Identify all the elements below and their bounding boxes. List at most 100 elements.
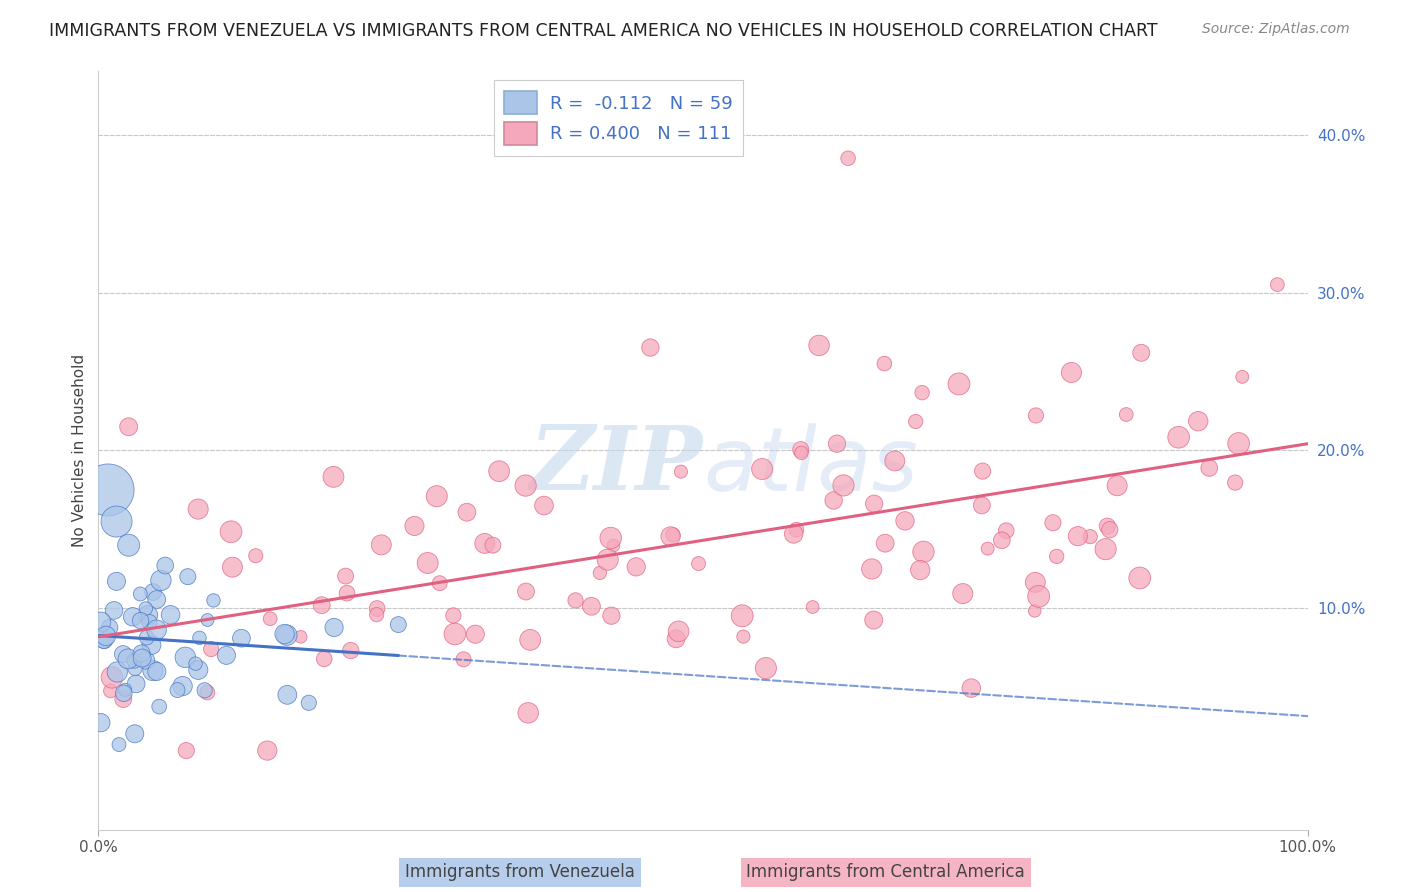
- Point: [1025, 409, 1047, 423]
- Point: [335, 569, 357, 583]
- Point: [1167, 430, 1189, 444]
- Point: [111, 647, 134, 661]
- Point: [908, 563, 931, 577]
- Point: [564, 593, 586, 607]
- Point: [1232, 369, 1254, 384]
- Point: [912, 545, 935, 559]
- Point: [1078, 530, 1101, 544]
- Point: [599, 531, 621, 545]
- Point: [231, 631, 253, 645]
- Point: [823, 493, 845, 508]
- Y-axis label: No Vehicles in Household: No Vehicles in Household: [72, 354, 87, 547]
- Point: [273, 627, 295, 641]
- Point: [101, 670, 124, 684]
- Point: [121, 609, 143, 624]
- Point: [221, 560, 243, 574]
- Point: [659, 529, 682, 543]
- Point: [290, 630, 312, 644]
- Point: [596, 552, 619, 566]
- Point: [669, 465, 692, 479]
- Point: [118, 538, 141, 552]
- Point: [219, 524, 242, 539]
- Point: [105, 665, 128, 679]
- Point: [259, 612, 281, 626]
- Point: [322, 470, 344, 484]
- Text: atlas: atlas: [703, 423, 918, 508]
- Point: [600, 608, 623, 623]
- Point: [245, 549, 267, 563]
- Point: [416, 556, 439, 570]
- Point: [1028, 590, 1050, 604]
- Point: [194, 683, 217, 698]
- Text: Source: ZipAtlas.com: Source: ZipAtlas.com: [1202, 22, 1350, 37]
- Point: [862, 613, 884, 627]
- Point: [733, 630, 755, 644]
- Point: [790, 446, 813, 460]
- Point: [883, 454, 905, 468]
- Point: [873, 357, 896, 371]
- Point: [441, 608, 464, 623]
- Point: [665, 632, 688, 646]
- Point: [159, 607, 181, 622]
- Point: [276, 628, 298, 642]
- Point: [187, 663, 209, 677]
- Point: [456, 505, 478, 519]
- Point: [98, 621, 121, 635]
- Point: [790, 442, 813, 457]
- Point: [298, 696, 321, 710]
- Point: [187, 502, 209, 516]
- Point: [314, 652, 336, 666]
- Point: [404, 519, 426, 533]
- Point: [533, 499, 555, 513]
- Point: [1046, 549, 1069, 564]
- Point: [1060, 366, 1083, 380]
- Point: [142, 664, 165, 678]
- Point: [166, 683, 188, 698]
- Point: [688, 557, 710, 571]
- Point: [215, 648, 238, 663]
- Point: [93, 632, 115, 646]
- Point: [589, 566, 612, 580]
- Point: [1115, 408, 1137, 422]
- Point: [131, 647, 153, 661]
- Point: [970, 499, 993, 513]
- Point: [863, 497, 886, 511]
- Point: [581, 599, 603, 614]
- Point: [105, 515, 128, 529]
- Point: [1107, 479, 1129, 493]
- Point: [114, 682, 136, 697]
- Point: [366, 601, 388, 615]
- Point: [904, 415, 927, 429]
- Point: [668, 624, 690, 639]
- Point: [1227, 436, 1250, 450]
- Point: [640, 341, 662, 355]
- Point: [875, 536, 897, 550]
- Point: [444, 627, 467, 641]
- Point: [515, 478, 537, 492]
- Text: IMMIGRANTS FROM VENEZUELA VS IMMIGRANTS FROM CENTRAL AMERICA NO VEHICLES IN HOUS: IMMIGRANTS FROM VENEZUELA VS IMMIGRANTS …: [49, 22, 1157, 40]
- Point: [122, 654, 145, 668]
- Point: [155, 558, 177, 573]
- Point: [256, 743, 278, 757]
- Point: [837, 151, 859, 165]
- Point: [148, 699, 170, 714]
- Point: [188, 631, 211, 645]
- Point: [482, 538, 505, 552]
- Point: [515, 584, 537, 599]
- Point: [1098, 523, 1121, 537]
- Point: [138, 615, 160, 630]
- Point: [112, 692, 135, 706]
- Point: [177, 570, 200, 584]
- Point: [336, 586, 359, 600]
- Point: [1129, 571, 1152, 585]
- Point: [948, 376, 970, 391]
- Point: [1094, 542, 1116, 557]
- Point: [90, 715, 112, 730]
- Point: [976, 541, 998, 556]
- Point: [662, 528, 685, 542]
- Point: [311, 598, 333, 612]
- Point: [124, 661, 146, 675]
- Point: [145, 623, 167, 637]
- Point: [1267, 277, 1289, 292]
- Point: [453, 652, 475, 666]
